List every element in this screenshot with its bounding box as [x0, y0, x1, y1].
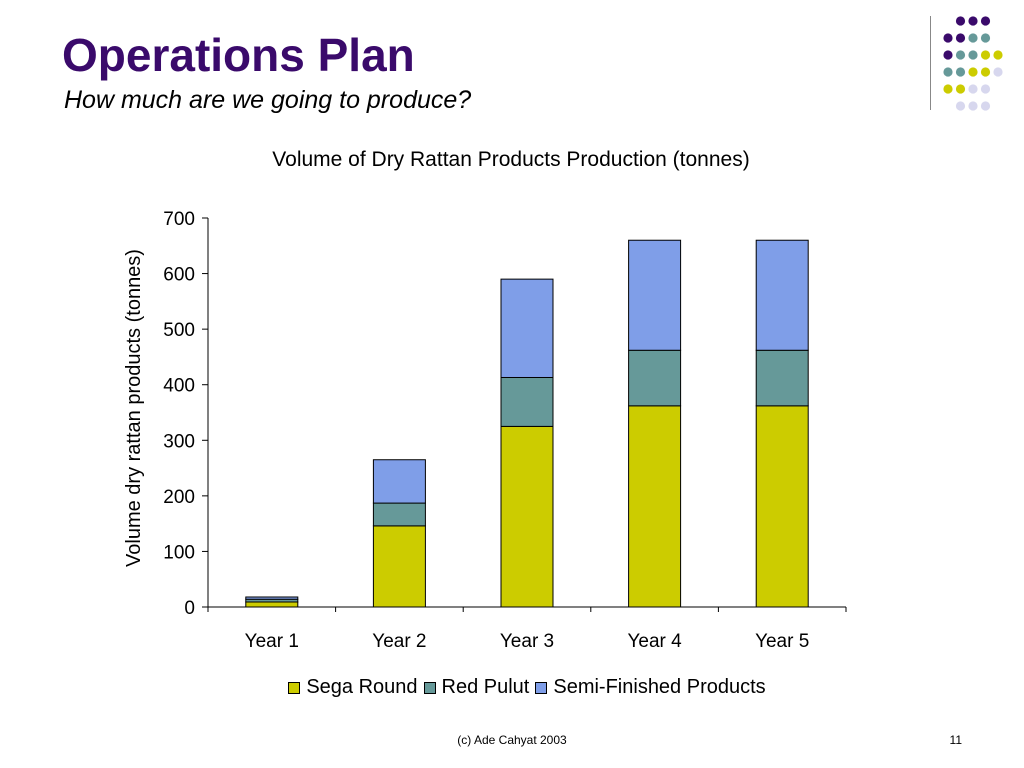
decorative-dot: [993, 50, 1003, 60]
y-tick-label: 400: [163, 376, 195, 397]
legend-label: Sega Round: [306, 676, 418, 698]
y-tick-label: 700: [163, 209, 195, 230]
decorative-dot: [980, 101, 991, 111]
decorative-dot: [968, 33, 978, 43]
decorative-dot: [943, 84, 953, 94]
y-tick-label: 0: [184, 598, 195, 619]
decorative-dot: [968, 101, 978, 111]
chart-legend: Sega Round Red Pulut Semi-Finished Product…: [0, 676, 1024, 699]
bar-segment-semi-finished-products: [755, 239, 809, 351]
y-tick-label: 100: [163, 542, 195, 563]
slide-subtitle: How much are we going to produce?: [64, 86, 472, 114]
bar-segment-red-pulut: [628, 349, 682, 407]
legend-item: Red Pulut: [423, 676, 530, 699]
y-tick-label: 500: [163, 320, 195, 341]
decorative-dot: [943, 33, 953, 43]
slide-footer: (c) Ade Cahyat 2003: [457, 733, 567, 747]
decorative-dot: [968, 50, 978, 60]
x-category-label: Year 4: [627, 631, 682, 652]
decorative-divider: [930, 16, 931, 110]
x-category-label: Year 1: [245, 631, 299, 652]
decorative-dot: [968, 67, 978, 77]
page-number: 11: [949, 733, 962, 747]
legend-item: Sega Round: [288, 676, 418, 699]
bar-segment-red-pulut: [500, 376, 554, 427]
bar-segment-red-pulut: [372, 502, 426, 527]
bar-segment-sega-round: [628, 405, 682, 608]
decorative-dot: [980, 50, 991, 60]
legend-label: Red Pulut: [441, 676, 530, 698]
decorative-dot: [955, 33, 966, 43]
plot-area: 0 100 200 300 400 500 600 700 Year 1 Year 2 Year 3…: [163, 209, 847, 652]
decorative-dot: [968, 84, 978, 94]
decorative-dot: [955, 16, 966, 26]
y-tick-label: 300: [163, 431, 195, 452]
bar-segment-red-pulut: [755, 349, 809, 407]
bar-segment-sega-round: [500, 425, 554, 608]
decorative-dot: [955, 50, 966, 60]
bar-segment-semi-finished-products: [245, 596, 299, 600]
bar-segment-semi-finished-products: [628, 239, 682, 351]
x-category-label: Year 3: [500, 631, 554, 652]
decorative-dot: [993, 67, 1003, 77]
decorative-dot: [980, 84, 991, 94]
decorative-dot: [943, 67, 953, 77]
legend-swatch: [423, 681, 436, 694]
y-tick-label: 200: [163, 487, 195, 508]
bar-segment-sega-round: [372, 525, 426, 608]
decorative-dot: [980, 67, 991, 77]
legend-swatch: [288, 681, 301, 694]
chart-title: Volume of Dry Rattan Products Production…: [272, 148, 749, 171]
decorative-dot-grid: [943, 16, 1003, 111]
decorative-dot: [955, 101, 966, 111]
bar-segment-semi-finished-products: [372, 459, 426, 504]
y-axis-label: Volume dry rattan products (tonnes): [123, 249, 145, 567]
legend-swatch: [535, 681, 548, 694]
legend-item: Semi-Finished Products: [535, 676, 766, 699]
slide-title: Operations Plan: [62, 29, 415, 81]
x-category-label: Year 2: [372, 631, 426, 652]
y-tick-label: 600: [163, 265, 195, 286]
legend-label: Semi-Finished Products: [553, 676, 766, 698]
stacked-bar-chart: Volume of Dry Rattan Products Production…: [123, 148, 847, 652]
decorative-dot: [968, 16, 978, 26]
bar-segment-semi-finished-products: [500, 278, 554, 378]
decorative-dot: [980, 33, 991, 43]
decorative-dot: [955, 84, 966, 94]
bar-segment-sega-round: [245, 601, 299, 608]
bar-segment-sega-round: [755, 405, 809, 608]
decorative-dot: [980, 16, 991, 26]
x-category-label: Year 5: [755, 631, 809, 652]
decorative-dot: [943, 50, 953, 60]
decorative-dot: [955, 67, 966, 77]
